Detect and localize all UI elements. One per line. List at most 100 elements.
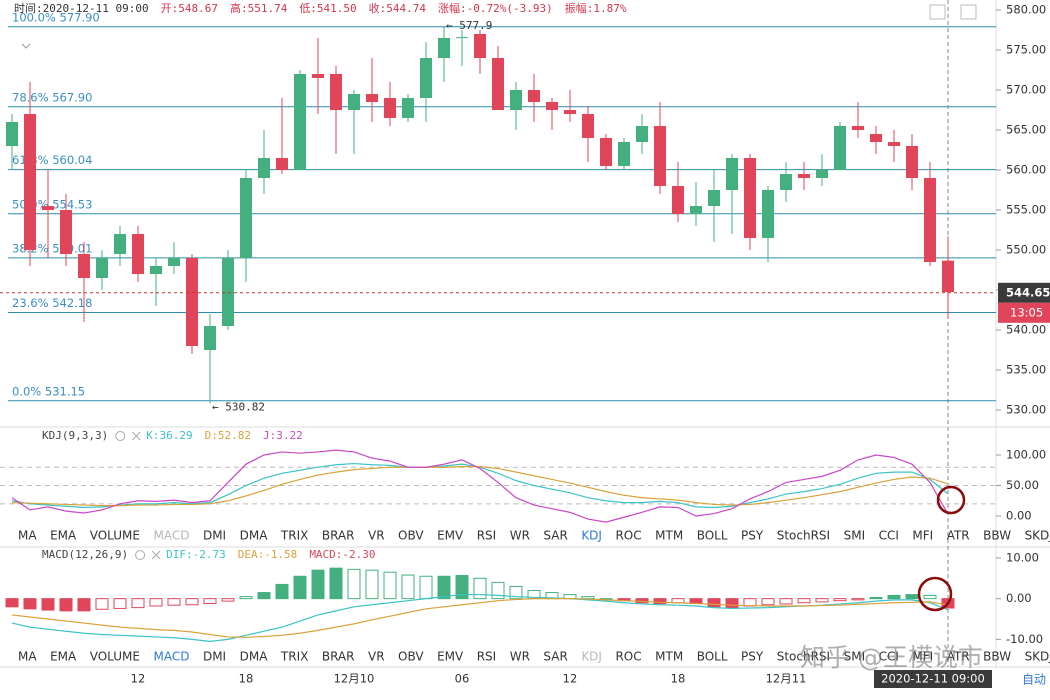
indicator-tab[interactable]: MFI <box>912 529 933 543</box>
collapse-icon[interactable] <box>21 43 31 49</box>
extreme-annotation: ← 577.9 <box>446 19 492 32</box>
macd-bar <box>905 594 919 600</box>
indicator-tab[interactable]: WR <box>510 529 530 543</box>
y-tick-label: 540.00 <box>1006 323 1046 337</box>
indicator-tab[interactable]: VR <box>368 650 385 664</box>
header-item: 时间:2020-12-11 09:00 <box>14 2 149 15</box>
indicator-tab[interactable]: WR <box>510 650 530 664</box>
candle-body <box>474 34 486 58</box>
auto-scale-button[interactable]: 自动 <box>1022 673 1046 687</box>
candle-body <box>240 178 252 258</box>
countdown-box <box>998 302 1050 323</box>
candle-body <box>222 258 234 326</box>
macd-bar <box>383 571 397 600</box>
indicator-tab[interactable]: DMA <box>240 529 269 543</box>
indicator-tab[interactable]: ATR <box>947 650 970 664</box>
indicator-tab[interactable]: EMA <box>50 650 77 664</box>
candle-body <box>168 258 180 266</box>
indicator-tab[interactable]: TRIX <box>280 650 308 664</box>
candle-body <box>402 98 414 118</box>
indicator-tab[interactable]: SAR <box>543 650 567 664</box>
candle-body <box>312 74 324 78</box>
macd-bar <box>41 598 55 611</box>
indicator-tab[interactable]: PSY <box>741 529 764 543</box>
indicator-tab[interactable]: MA <box>18 529 37 543</box>
indicator-tab[interactable]: StochRSI <box>777 529 830 543</box>
x-tick-label: 2020-12-11 09:00 <box>881 672 985 686</box>
indicator-tab[interactable]: MFI <box>912 650 933 664</box>
candle-body <box>528 90 540 102</box>
indicator-tab[interactable]: CCI <box>879 650 899 664</box>
indicator-tab[interactable]: VOLUME <box>90 529 140 543</box>
candle-body <box>636 126 648 142</box>
y-tick-label: 50.00 <box>1006 478 1039 492</box>
indicator-tab[interactable]: DMA <box>240 650 269 664</box>
indicator-tab[interactable]: ROC <box>615 529 641 543</box>
indicator-tab[interactable]: EMV <box>437 650 464 664</box>
indicator-tab[interactable]: SMI <box>844 529 866 543</box>
snapshot-icon[interactable] <box>929 4 946 20</box>
indicator-tab[interactable]: VOLUME <box>90 650 140 664</box>
indicator-tab[interactable]: EMV <box>437 529 464 543</box>
indicator-tab[interactable]: TRIX <box>280 529 308 543</box>
indicator-tab[interactable]: MTM <box>655 529 683 543</box>
y-tick-label: 535.00 <box>1006 363 1046 377</box>
indicator-tab[interactable]: MTM <box>655 650 683 664</box>
indicator-tab[interactable]: DMI <box>203 650 226 664</box>
candle-body <box>6 122 18 146</box>
indicator-tab[interactable]: PSY <box>741 650 764 664</box>
indicator-tab[interactable]: BRAR <box>322 529 355 543</box>
macd-bar <box>851 598 865 601</box>
indicator-tab[interactable]: ATR <box>947 529 970 543</box>
indicator-tab[interactable]: BOLL <box>697 529 728 543</box>
settings-icon[interactable] <box>115 431 126 441</box>
indicator-tab[interactable]: SKDJ <box>1025 529 1050 543</box>
fullscreen-icon[interactable] <box>960 4 977 20</box>
x-tick-label: 18 <box>239 672 254 686</box>
indicator-tab[interactable]: SKDJ <box>1025 650 1050 664</box>
macd-bar <box>77 598 91 612</box>
settings-icon[interactable] <box>135 550 146 560</box>
indicator-tab[interactable]: RSI <box>477 529 497 543</box>
last-price-label: 544.65 <box>1006 285 1050 299</box>
candle-body <box>834 126 846 170</box>
indicator-tab[interactable]: BBW <box>983 529 1011 543</box>
candle-body <box>366 94 378 102</box>
indicator-tab[interactable]: VR <box>368 529 385 543</box>
indicator-tab[interactable]: OBV <box>398 650 424 664</box>
indicator-tab[interactable]: SMI <box>844 650 866 664</box>
indicator-tab[interactable]: MACD <box>153 529 189 543</box>
indicator-tab[interactable]: CCI <box>879 529 899 543</box>
indicator-tab[interactable]: StochRSI <box>777 650 830 664</box>
price-axis-bg <box>996 0 1050 700</box>
indicator-tab[interactable]: MA <box>18 650 37 664</box>
indicator-tab[interactable]: DMI <box>203 529 226 543</box>
indicator-tab[interactable]: MACD <box>153 650 189 664</box>
indicator-tab[interactable]: SAR <box>543 529 567 543</box>
indicator-tab[interactable]: ROC <box>615 650 641 664</box>
indicator-tab[interactable]: BBW <box>983 650 1011 664</box>
indicator-line <box>11 598 949 638</box>
macd-bar <box>293 575 307 600</box>
indicator-tab[interactable]: BOLL <box>697 650 728 664</box>
header-item: 高:551.74 <box>230 1 288 15</box>
indicator-tab[interactable]: KDJ <box>581 529 602 543</box>
indicator-tab[interactable]: EMA <box>50 529 77 543</box>
macd-bar <box>347 568 361 600</box>
indicator-tab[interactable]: OBV <box>398 529 424 543</box>
candle-body <box>114 234 126 254</box>
close-icon[interactable] <box>131 431 141 441</box>
macd-bar <box>401 574 415 600</box>
indicator-tab[interactable]: BRAR <box>322 650 355 664</box>
candle-body <box>546 102 558 110</box>
close-icon[interactable] <box>151 550 161 560</box>
macd-bar <box>149 598 163 607</box>
macd-bar <box>419 575 433 600</box>
countdown-label: 13:05 <box>1010 305 1043 319</box>
macd-bar <box>275 583 289 600</box>
indicator-tab[interactable]: RSI <box>477 650 497 664</box>
indicator-tab[interactable]: KDJ <box>581 650 602 664</box>
candle-body <box>258 158 270 178</box>
